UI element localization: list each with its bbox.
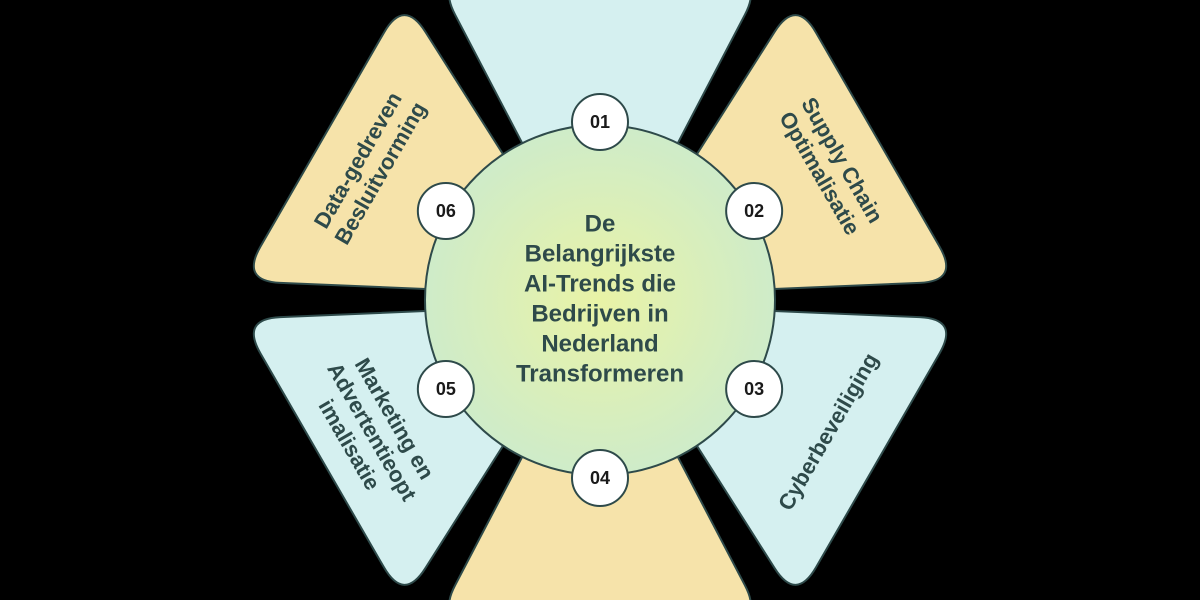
badge-number-2: 02 bbox=[744, 201, 764, 221]
badge-number-4: 04 bbox=[590, 468, 610, 488]
hexagon-infographic: De Belangrijkste AI-Trends die Bedrijven in… bbox=[0, 0, 1200, 600]
badge-number-6: 06 bbox=[436, 201, 456, 221]
center-title-line: Nederland bbox=[541, 330, 658, 357]
center-title-line: De bbox=[585, 210, 616, 237]
center-title-line: Transformeren bbox=[516, 360, 684, 387]
badge-number-1: 01 bbox=[590, 112, 610, 132]
badge-number-5: 05 bbox=[436, 379, 456, 399]
center-title-line: AI-Trends die bbox=[524, 270, 676, 297]
center-title-line: Belangrijkste bbox=[525, 240, 676, 267]
badge-number-3: 03 bbox=[744, 379, 764, 399]
center-title-line: Bedrijven in bbox=[531, 300, 668, 327]
diagram-stage: De Belangrijkste AI-Trends die Bedrijven in… bbox=[0, 0, 1200, 600]
